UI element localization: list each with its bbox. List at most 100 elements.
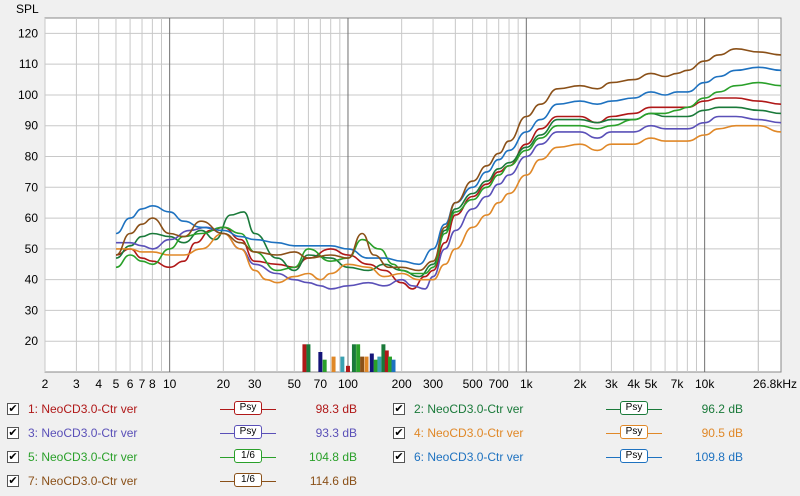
plot-area xyxy=(44,17,782,373)
x-tick-label: 2k xyxy=(574,377,588,391)
y-tick-label: 60 xyxy=(25,211,39,225)
y-tick-label: 80 xyxy=(25,150,39,164)
y-axis: 20 30 40 50 60 70 80 90 100 110 120 xyxy=(18,26,38,348)
smoothing-button[interactable]: Psy xyxy=(620,449,648,463)
x-tick-label: 3k xyxy=(605,377,619,391)
series-checkbox[interactable]: ✔ xyxy=(7,427,19,439)
smoothing-button[interactable]: Psy xyxy=(234,425,262,439)
legend-value: 104.8 dB xyxy=(308,450,357,464)
legend-entry-7: ✔ 7: NeoCD3.0-Ctr ver 1/6 114.6 dB xyxy=(7,471,357,491)
smoothing-button[interactable]: 1/6 xyxy=(234,449,262,463)
x-tick-label: 70 xyxy=(314,377,328,391)
series-line-5 xyxy=(115,81,782,275)
x-tick-label: 6 xyxy=(127,377,134,391)
y-tick-label: 100 xyxy=(18,88,38,102)
y-tick-label: 40 xyxy=(25,273,39,287)
legend-value: 114.6 dB xyxy=(309,474,357,488)
legend-value: 98.3 dB xyxy=(315,402,357,416)
series-line-2 xyxy=(115,106,782,278)
smoothing-control: Psy xyxy=(606,401,662,417)
histogram-bar xyxy=(351,344,356,372)
smoothing-button[interactable]: Psy xyxy=(620,401,648,415)
legend-label: 5: NeoCD3.0-Ctr ver xyxy=(28,450,138,464)
legend-label: 4: NeoCD3.0-Ctr ver xyxy=(414,426,524,440)
x-tick-label: 4 xyxy=(95,377,102,391)
x-tick-label: 8 xyxy=(149,377,156,391)
x-tick-label: 100 xyxy=(338,377,358,391)
x-tick-label: 10k xyxy=(695,377,715,391)
series-lines xyxy=(115,47,782,290)
histogram-bar xyxy=(302,344,307,372)
series-checkbox[interactable]: ✔ xyxy=(393,451,405,463)
legend-value: 90.5 dB xyxy=(701,426,743,440)
histogram-bar xyxy=(364,356,369,372)
y-tick-label: 90 xyxy=(25,119,39,133)
series-checkbox[interactable]: ✔ xyxy=(393,427,405,439)
x-tick-label: 30 xyxy=(248,377,262,391)
histogram-bar xyxy=(331,356,336,372)
series-checkbox[interactable]: ✔ xyxy=(7,475,19,487)
x-tick-label: 5k xyxy=(645,377,659,391)
x-tick-label: 7k xyxy=(671,377,685,391)
legend-label: 7: NeoCD3.0-Ctr ver xyxy=(28,474,138,488)
smoothing-control: 1/6 xyxy=(220,473,276,489)
histogram-bar xyxy=(369,353,374,372)
series-checkbox[interactable]: ✔ xyxy=(7,403,19,415)
series-checkbox[interactable]: ✔ xyxy=(393,403,405,415)
x-tick-label: 5 xyxy=(113,377,120,391)
histogram-bar xyxy=(318,351,323,372)
x-tick-label: 4k xyxy=(627,377,641,391)
histogram-bar xyxy=(391,359,396,372)
x-tick-label: 3 xyxy=(73,377,80,391)
histogram-bar xyxy=(306,344,311,372)
smoothing-control: Psy xyxy=(220,401,276,417)
histogram-bar xyxy=(322,359,327,372)
x-tick-label: 50 xyxy=(288,377,302,391)
y-tick-label: 70 xyxy=(25,180,39,194)
histogram-bars xyxy=(302,344,396,372)
y-tick-label: 30 xyxy=(25,303,39,317)
histogram-bar xyxy=(384,350,389,372)
histogram-bar xyxy=(373,359,378,372)
smoothing-control: 1/6 xyxy=(220,449,276,465)
histogram-bar xyxy=(360,356,365,372)
histogram-bar xyxy=(387,356,392,372)
histogram-bar xyxy=(381,344,386,372)
y-tick-label: 50 xyxy=(25,242,39,256)
smoothing-button[interactable]: Psy xyxy=(234,401,262,415)
legend-entry-1: ✔ 1: NeoCD3.0-Ctr ver Psy 98.3 dB xyxy=(7,399,357,419)
grid xyxy=(44,18,781,372)
legend-entry-3: ✔ 3: NeoCD3.0-Ctr ver Psy 93.3 dB xyxy=(7,423,357,443)
smoothing-button[interactable]: 1/6 xyxy=(234,473,262,487)
x-tick-label: 700 xyxy=(489,377,509,391)
legend-entry-2: ✔ 2: NeoCD3.0-Ctr ver Psy 96.2 dB xyxy=(393,399,743,419)
legend-entry-5: ✔ 5: NeoCD3.0-Ctr ver 1/6 104.8 dB xyxy=(7,447,357,467)
series-checkbox[interactable]: ✔ xyxy=(7,451,19,463)
histogram-bar xyxy=(377,356,382,372)
legend-label: 6: NeoCD3.0-Ctr ver xyxy=(414,450,524,464)
histogram-bar xyxy=(345,365,350,372)
smoothing-control: Psy xyxy=(606,449,662,465)
y-axis-label: SPL xyxy=(16,2,39,16)
series-line-7 xyxy=(115,47,782,272)
legend-label: 3: NeoCD3.0-Ctr ver xyxy=(28,426,138,440)
histogram-bar xyxy=(340,356,345,372)
y-tick-label: 120 xyxy=(18,26,38,40)
smoothing-control: Psy xyxy=(606,425,662,441)
smoothing-button[interactable]: Psy xyxy=(620,425,648,439)
y-tick-label: 20 xyxy=(25,334,39,348)
x-axis: 2 3 4 5 6 7 8 10 20 30 50 70 100 200 300 500 700 1k 2k 3k 4k… xyxy=(42,377,797,391)
legend-label: 2: NeoCD3.0-Ctr ver xyxy=(414,402,524,416)
legend-entry-4: ✔ 4: NeoCD3.0-Ctr ver Psy 90.5 dB xyxy=(393,423,743,443)
frequency-response-chart: 20 30 40 50 60 70 80 90 100 110 120 2 3 4 5 6 7 8 10 20 30 5… xyxy=(16,2,797,391)
x-tick-label: 7 xyxy=(139,377,146,391)
x-tick-label: 2 xyxy=(42,377,49,391)
legend-entry-6: ✔ 6: NeoCD3.0-Ctr ver Psy 109.8 dB xyxy=(393,447,743,467)
x-tick-label: 26.8kHz xyxy=(753,377,797,391)
x-tick-label: 300 xyxy=(423,377,443,391)
legend-value: 96.2 dB xyxy=(701,402,743,416)
legend-label: 1: NeoCD3.0-Ctr ver xyxy=(28,402,138,416)
smoothing-control: Psy xyxy=(220,425,276,441)
x-tick-label: 10 xyxy=(163,377,177,391)
x-tick-label: 1k xyxy=(520,377,534,391)
